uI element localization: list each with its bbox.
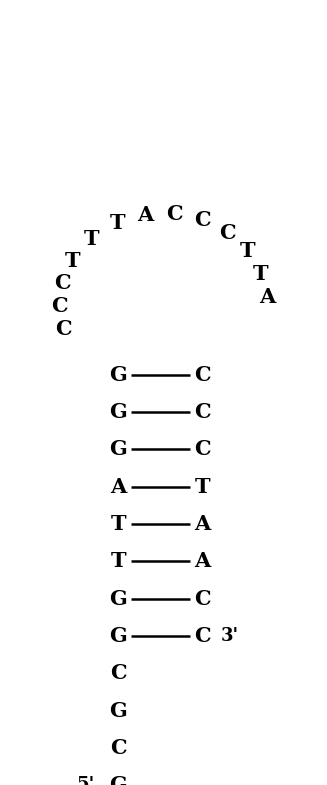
Text: T: T	[110, 551, 126, 571]
Text: A: A	[259, 287, 275, 308]
Text: G: G	[109, 700, 127, 721]
Text: T: T	[110, 514, 126, 534]
Text: G: G	[109, 402, 127, 422]
Text: G: G	[109, 626, 127, 646]
Text: T: T	[253, 264, 269, 284]
Text: C: C	[194, 365, 211, 385]
Text: A: A	[110, 476, 126, 497]
Text: G: G	[109, 365, 127, 385]
Text: G: G	[109, 589, 127, 608]
Text: C: C	[194, 210, 211, 230]
Text: C: C	[110, 738, 127, 758]
Text: 3': 3'	[220, 627, 238, 645]
Text: T: T	[110, 213, 126, 232]
Text: C: C	[166, 204, 183, 224]
Text: C: C	[110, 663, 127, 683]
Text: 5': 5'	[77, 776, 95, 785]
Text: G: G	[109, 776, 127, 785]
Text: C: C	[194, 440, 211, 459]
Text: A: A	[194, 551, 211, 571]
Text: C: C	[55, 319, 72, 339]
Text: C: C	[51, 295, 68, 316]
Text: A: A	[137, 205, 154, 225]
Text: C: C	[219, 223, 236, 243]
Text: T: T	[240, 241, 255, 261]
Text: T: T	[65, 251, 80, 271]
Text: A: A	[194, 514, 211, 534]
Text: C: C	[55, 273, 71, 294]
Text: G: G	[109, 440, 127, 459]
Text: C: C	[194, 589, 211, 608]
Text: C: C	[194, 402, 211, 422]
Text: T: T	[195, 476, 210, 497]
Text: C: C	[194, 626, 211, 646]
Text: T: T	[84, 229, 99, 250]
